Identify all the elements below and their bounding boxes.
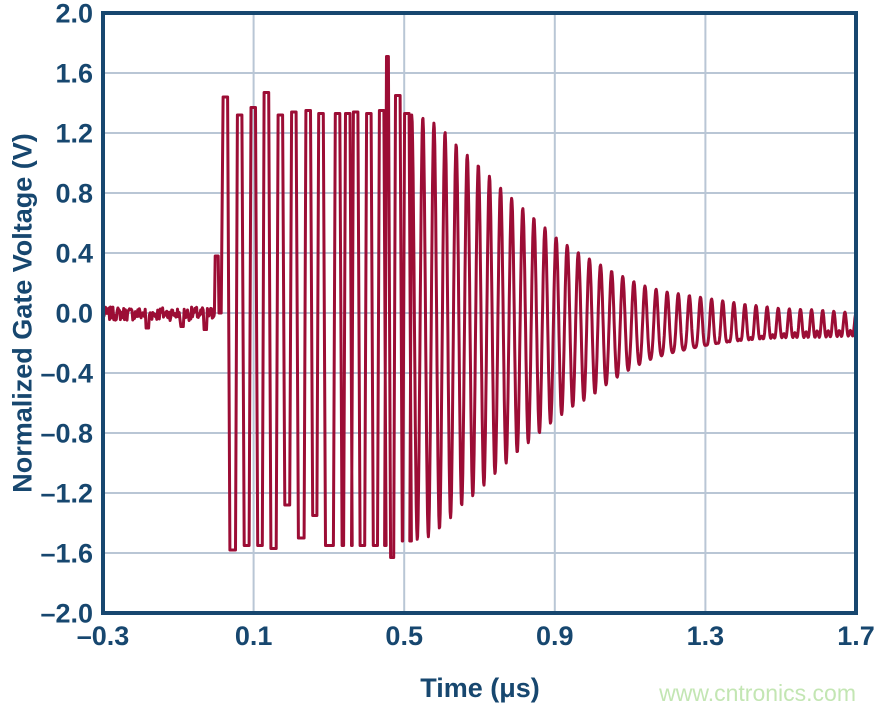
- x-tick-label: –0.3: [77, 621, 130, 651]
- x-tick-label: 0.1: [235, 621, 273, 651]
- y-tick-label: –0.4: [40, 359, 93, 389]
- plot-frame: [101, 11, 858, 615]
- x-tick-label: 0.5: [385, 621, 423, 651]
- y-tick-label: 2.0: [55, 0, 93, 29]
- waveform-trace: [103, 55, 856, 559]
- y-axis-tick-labels: 2.0 1.6 1.2 0.8 0.4 0.0 –0.4 –0.8 –1.2 –1.6 –2.0: [40, 0, 93, 629]
- y-axis-title: Normalized Gate Voltage (V): [7, 133, 37, 493]
- x-tick-label: 1.7: [837, 621, 874, 651]
- y-tick-label: 1.6: [55, 59, 93, 89]
- y-tick-label: 0.8: [55, 179, 93, 209]
- y-tick-label: 0.0: [55, 299, 93, 329]
- x-axis-title: Time (μs): [420, 673, 540, 703]
- x-tick-label: 1.3: [687, 621, 725, 651]
- y-tick-label: –1.2: [40, 479, 93, 509]
- x-tick-label: 0.9: [536, 621, 574, 651]
- y-tick-label: –1.6: [40, 539, 93, 569]
- y-tick-label: –2.0: [40, 599, 93, 629]
- y-tick-label: –0.8: [40, 419, 93, 449]
- y-tick-label: 1.2: [55, 119, 93, 149]
- watermark: www.cntronics.com: [658, 680, 856, 706]
- y-tick-label: 0.4: [55, 239, 93, 269]
- x-axis-tick-labels: –0.3 0.1 0.5 0.9 1.3 1.7: [77, 621, 874, 651]
